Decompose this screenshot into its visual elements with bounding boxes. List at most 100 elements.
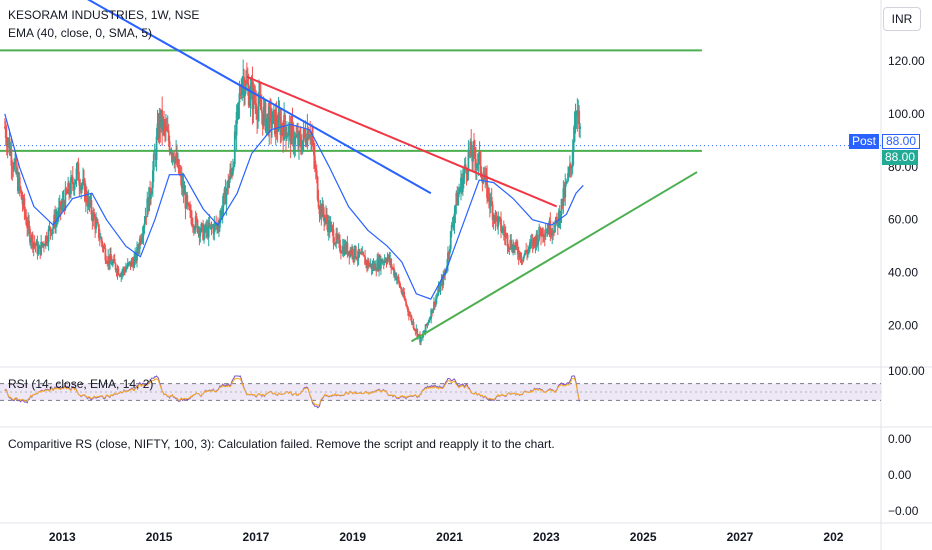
candle-body	[418, 334, 420, 336]
rsi-axis-label: 100.00	[888, 364, 925, 378]
candle-body	[43, 245, 46, 247]
candle-body	[322, 204, 325, 215]
candle-body	[49, 227, 52, 232]
candle-body	[202, 223, 205, 240]
candle-body	[196, 219, 199, 233]
candle-body	[213, 223, 216, 234]
candle-body	[169, 151, 172, 153]
candle-body	[461, 178, 464, 192]
candle-body	[64, 188, 67, 210]
candle-body	[502, 228, 505, 233]
symbol-title[interactable]: KESORAM INDUSTRIES, 1W, NSE	[8, 8, 200, 22]
candle-body	[361, 252, 364, 255]
price-tick-label: 120.00	[888, 54, 925, 68]
candle-body	[530, 240, 533, 242]
candle-body	[71, 177, 74, 185]
candle-body	[150, 194, 152, 199]
candle-body	[267, 113, 270, 134]
blue-trendline[interactable]	[10, 0, 432, 195]
candle-body	[365, 260, 367, 265]
candle-body	[236, 104, 239, 112]
candle-body	[14, 158, 16, 163]
candle-body	[39, 245, 42, 255]
time-axis[interactable]: 2013 2015 2017 2019 2021 2023 2025 2027 202	[49, 530, 844, 544]
candle-body	[398, 281, 401, 287]
candle-body	[403, 291, 406, 299]
candle-body	[132, 262, 135, 268]
candle-body	[315, 170, 318, 177]
candle-body	[62, 199, 65, 204]
candle-body	[564, 184, 567, 198]
candle-body	[492, 216, 495, 220]
candle-body	[426, 323, 429, 326]
candle-body	[304, 133, 307, 143]
candle-body	[50, 231, 53, 235]
candle-body	[203, 231, 205, 240]
candle-body	[210, 224, 213, 228]
candle-body	[124, 270, 126, 273]
candle-body	[76, 162, 79, 169]
candle-body	[407, 311, 410, 316]
candle-body	[92, 212, 95, 222]
candle-body	[454, 205, 457, 214]
candle-body	[137, 246, 139, 250]
candle-body	[155, 136, 158, 160]
rsi-legend[interactable]: RSI (14, close, EMA, 14, 2)	[8, 377, 154, 391]
candle-body	[183, 192, 186, 195]
candle-body	[66, 192, 69, 194]
green-trendline[interactable]	[410, 171, 698, 343]
candle-body	[220, 210, 223, 216]
candle-body	[271, 123, 273, 129]
candle-body	[245, 79, 247, 91]
candle-body	[258, 94, 260, 107]
candle-body	[377, 259, 380, 270]
candle-body	[393, 267, 395, 276]
candle-body	[527, 249, 529, 254]
candle-body	[284, 114, 286, 128]
candle-body	[471, 156, 474, 162]
candle-body	[351, 248, 353, 255]
candle-body	[346, 242, 349, 255]
candle-body	[266, 113, 269, 119]
candle-body	[501, 231, 503, 233]
candle-body	[301, 140, 304, 152]
candle-body	[111, 261, 114, 266]
candle-body	[178, 173, 181, 175]
candle-body	[178, 159, 180, 174]
time-tick-label: 2027	[727, 530, 754, 544]
candle-body	[529, 241, 532, 243]
candle-body	[204, 225, 206, 232]
trendlines[interactable]	[10, 0, 698, 343]
candle-body	[261, 113, 264, 126]
candle-body	[489, 197, 492, 207]
candle-body	[120, 273, 123, 277]
candle-body	[349, 250, 352, 257]
candle-body	[269, 106, 272, 109]
candle-body	[247, 84, 250, 106]
candle-body	[141, 235, 144, 239]
horizontal-lines[interactable]	[0, 49, 702, 152]
candle-body	[474, 159, 477, 168]
candle-body	[96, 221, 98, 223]
candle-body	[6, 141, 9, 147]
candle-body	[286, 135, 288, 139]
currency-button[interactable]: INR	[883, 7, 921, 31]
candle-body	[103, 246, 106, 249]
candle-body	[439, 283, 442, 292]
candle-body	[357, 249, 360, 259]
candle-body	[145, 216, 148, 218]
candle-body	[232, 167, 234, 175]
candle-body	[104, 248, 107, 261]
candle-body	[392, 267, 394, 269]
candle-body	[410, 316, 413, 323]
candle-body	[24, 211, 27, 217]
candle-body	[119, 275, 122, 277]
candle-body	[11, 165, 14, 168]
red-trendline[interactable]	[246, 75, 558, 208]
candle-body	[279, 117, 282, 135]
crs-message[interactable]: Comparitive RS (close, NIFTY, 100, 3): C…	[8, 437, 555, 451]
ema-legend[interactable]: EMA (40, close, 0, SMA, 5)	[8, 26, 153, 40]
candle-body	[424, 324, 427, 332]
